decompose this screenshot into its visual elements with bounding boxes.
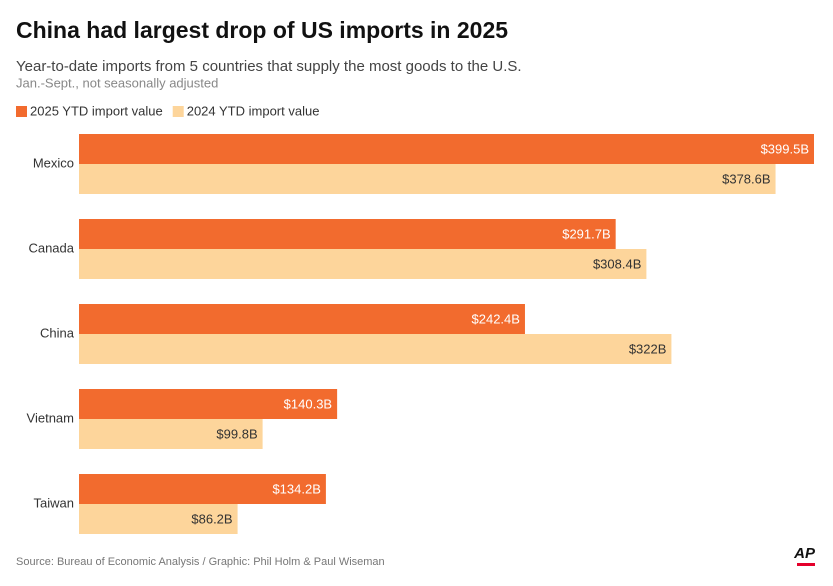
bar	[79, 249, 647, 279]
logo: AP	[793, 545, 816, 562]
bar	[79, 219, 616, 249]
bar	[79, 164, 776, 194]
legend-label: 2024 YTD import value	[187, 103, 320, 118]
source: Source: Bureau of Economic Analysis / Gr…	[16, 556, 385, 568]
value-label: $399.5B	[761, 141, 809, 156]
value-label: $291.7B	[562, 226, 610, 241]
y-tick-label: Taiwan	[34, 495, 74, 510]
chart-title: China had largest drop of US imports in …	[16, 17, 508, 43]
value-label: $134.2B	[272, 481, 320, 496]
value-label: $308.4B	[593, 256, 641, 271]
bar	[79, 504, 238, 534]
chart-note: Jan.-Sept., not seasonally adjusted	[16, 75, 218, 90]
logo-underline	[797, 563, 815, 566]
value-label: $322B	[629, 341, 667, 356]
bar	[79, 304, 525, 334]
bar	[79, 389, 338, 419]
legend-swatch	[172, 106, 184, 117]
value-label: $99.8B	[216, 426, 257, 441]
value-label: $86.2B	[191, 511, 232, 526]
value-label: $140.3B	[284, 396, 332, 411]
bar	[79, 334, 672, 364]
chart-subtitle: Year-to-date imports from 5 countries th…	[16, 58, 522, 75]
y-tick-label: Mexico	[33, 155, 74, 170]
legend-swatch	[16, 106, 27, 117]
y-tick-label: Vietnam	[27, 410, 74, 425]
bar	[79, 134, 814, 164]
y-tick-label: China	[40, 325, 75, 340]
y-tick-label: Canada	[28, 240, 74, 255]
legend-label: 2025 YTD import value	[30, 103, 163, 118]
value-label: $378.6B	[722, 171, 770, 186]
value-label: $242.4B	[472, 311, 520, 326]
bar	[79, 419, 263, 449]
bar	[79, 474, 326, 504]
